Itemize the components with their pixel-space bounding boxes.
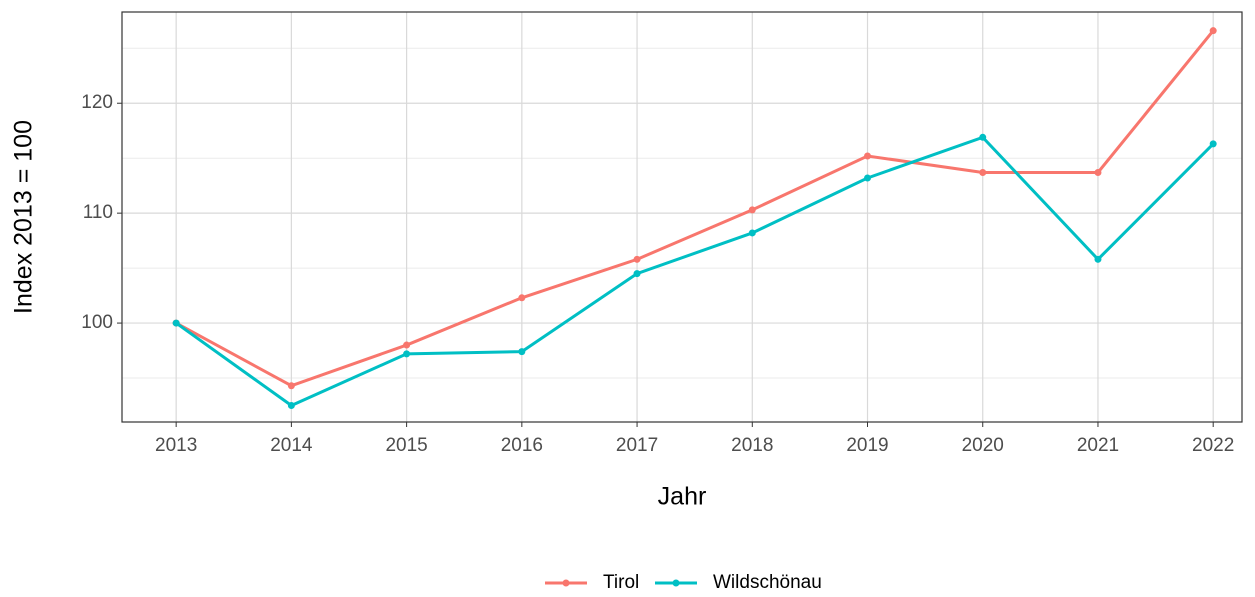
data-point xyxy=(864,174,872,182)
x-tick-label: 2020 xyxy=(962,435,1004,456)
x-tick-label: 2018 xyxy=(731,435,773,456)
x-tick-label: 2017 xyxy=(616,435,658,456)
y-tick-label: 120 xyxy=(81,92,113,113)
x-tick-label: 2019 xyxy=(846,435,888,456)
data-point xyxy=(1094,168,1102,176)
plot-border xyxy=(121,11,1243,423)
x-tick-label: 2013 xyxy=(155,435,197,456)
legend-swatch-point xyxy=(562,579,570,587)
data-point xyxy=(979,133,987,141)
y-axis-label: Index 2013 = 100 xyxy=(10,120,38,314)
data-point xyxy=(864,152,872,160)
data-point xyxy=(287,382,295,390)
series-line xyxy=(175,135,1215,408)
data-point xyxy=(979,168,987,176)
data-point xyxy=(633,270,641,278)
data-point xyxy=(633,255,641,263)
plot-background xyxy=(122,12,1242,422)
x-tick-label: 2021 xyxy=(1077,435,1119,456)
data-point xyxy=(518,348,526,356)
data-point xyxy=(287,402,295,410)
x-tick-label: 2016 xyxy=(501,435,543,456)
data-point xyxy=(1094,255,1102,263)
x-axis-label: Jahr xyxy=(658,483,707,511)
series-line xyxy=(175,29,1215,388)
data-point xyxy=(748,206,756,214)
data-point xyxy=(1209,140,1217,148)
x-tick-label: 2022 xyxy=(1192,435,1234,456)
data-point xyxy=(403,341,411,349)
x-tick-label: 2014 xyxy=(270,435,313,456)
legend-label: Tirol xyxy=(603,572,639,593)
legend-label: Wildschönau xyxy=(713,572,822,593)
data-point xyxy=(1209,27,1217,35)
data-point xyxy=(748,229,756,237)
x-tick-label: 2015 xyxy=(385,435,427,456)
y-tick-label: 100 xyxy=(81,312,113,333)
data-point xyxy=(403,350,411,358)
y-tick-label: 110 xyxy=(83,202,113,223)
data-point xyxy=(518,294,526,302)
legend-swatch-point xyxy=(672,579,680,587)
data-point xyxy=(172,319,180,327)
